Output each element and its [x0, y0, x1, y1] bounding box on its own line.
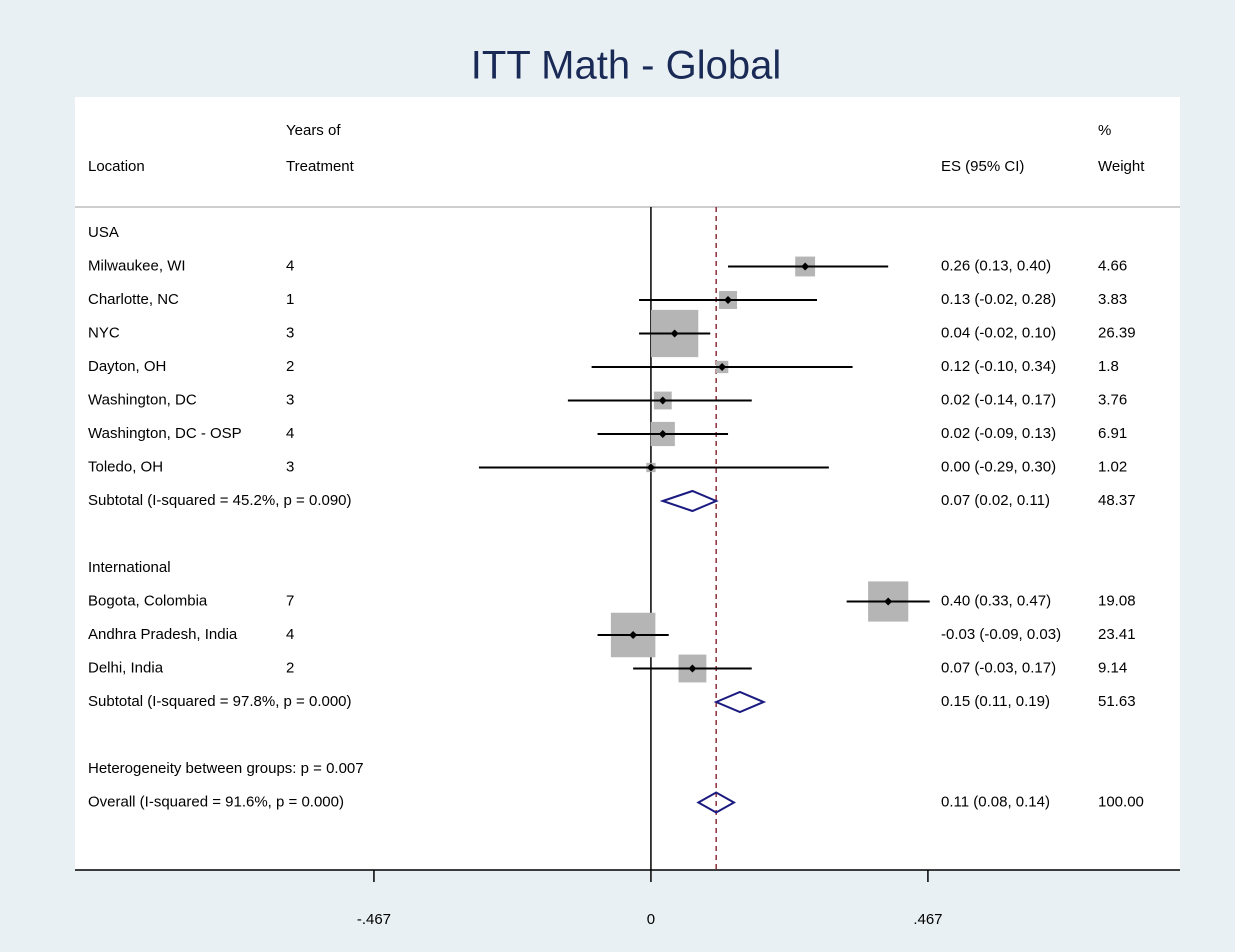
weight-label: 26.39 — [1098, 324, 1136, 341]
weight-label: 23.41 — [1098, 626, 1136, 643]
point-estimate — [801, 262, 810, 271]
point-estimate — [718, 363, 727, 371]
header-location: Location — [88, 158, 145, 175]
pooled-diamond — [659, 489, 719, 513]
weight-label: 51.63 — [1098, 693, 1136, 710]
location: Washington, DC — [88, 391, 197, 408]
header-weight: % — [1098, 122, 1111, 139]
subtotal-label: Subtotal (I-squared = 97.8%, p = 0.000) — [88, 693, 352, 710]
header-es: ES (95% CI) — [941, 158, 1024, 175]
header-weight: Weight — [1098, 158, 1145, 175]
location: Charlotte, NC — [88, 291, 179, 308]
es-label: 0.04 (-0.02, 0.10) — [941, 324, 1056, 341]
weight-label: 6.91 — [1098, 425, 1127, 442]
years: 3 — [286, 391, 294, 408]
location: Bogota, Colombia — [88, 592, 208, 609]
weight-label: 1.02 — [1098, 458, 1127, 475]
x-tick-label: .467 — [913, 911, 942, 928]
weight-label: 19.08 — [1098, 592, 1136, 609]
weight-label: 3.83 — [1098, 291, 1127, 308]
point-estimate — [670, 329, 679, 338]
x-tick-label: 0 — [647, 911, 655, 928]
point-estimate — [629, 631, 638, 639]
location: Delhi, India — [88, 659, 164, 676]
es-label: -0.03 (-0.09, 0.03) — [941, 626, 1061, 643]
weight-label: 3.76 — [1098, 391, 1127, 408]
weight-label: 9.14 — [1098, 659, 1127, 676]
pooled-diamond — [713, 690, 767, 714]
years: 3 — [286, 324, 294, 341]
group-name: USA — [88, 224, 119, 241]
years: 7 — [286, 592, 294, 609]
pooled-diamond — [696, 791, 737, 814]
years: 3 — [286, 458, 294, 475]
location: Dayton, OH — [88, 358, 166, 375]
point-estimate — [724, 296, 733, 304]
weight-label: 4.66 — [1098, 257, 1127, 274]
point-estimate — [658, 396, 667, 405]
location: Washington, DC - OSP — [88, 425, 242, 442]
es-label: 0.13 (-0.02, 0.28) — [941, 291, 1056, 308]
location: Milwaukee, WI — [88, 257, 186, 274]
es-label: 0.07 (0.02, 0.11) — [941, 492, 1050, 509]
es-label: 0.40 (0.33, 0.47) — [941, 592, 1051, 609]
years: 1 — [286, 291, 294, 308]
location: NYC — [88, 324, 120, 341]
es-label: 0.26 (0.13, 0.40) — [941, 257, 1051, 274]
es-label: 0.12 (-0.10, 0.34) — [941, 358, 1056, 375]
overall-label: Overall (I-squared = 91.6%, p = 0.000) — [88, 793, 344, 810]
location: Andhra Pradesh, India — [88, 626, 238, 643]
years: 2 — [286, 659, 294, 676]
group-name: International — [88, 559, 171, 576]
point-estimate — [646, 463, 655, 472]
years: 4 — [286, 257, 294, 274]
point-estimate — [658, 430, 667, 438]
es-label: 0.11 (0.08, 0.14) — [941, 793, 1050, 810]
years: 4 — [286, 626, 294, 643]
es-label: 0.02 (-0.09, 0.13) — [941, 425, 1056, 442]
plot-area — [75, 97, 1180, 870]
x-tick-label: -.467 — [357, 911, 391, 928]
header-years: Years of — [286, 122, 341, 139]
weight-label: 100.00 — [1098, 793, 1144, 810]
weight-label: 48.37 — [1098, 492, 1136, 509]
point-estimate — [688, 664, 697, 673]
es-label: 0.07 (-0.03, 0.17) — [941, 659, 1056, 676]
years: 2 — [286, 358, 294, 375]
es-label: 0.02 (-0.14, 0.17) — [941, 391, 1056, 408]
es-label: 0.00 (-0.29, 0.30) — [941, 458, 1056, 475]
header-years: Treatment — [286, 158, 355, 175]
chart-title: ITT Math - Global — [471, 44, 781, 88]
es-label: 0.15 (0.11, 0.19) — [941, 693, 1050, 710]
weight-label: 1.8 — [1098, 358, 1119, 375]
location: Toledo, OH — [88, 458, 163, 475]
point-estimate — [884, 597, 893, 606]
heterogeneity: Heterogeneity between groups: p = 0.007 — [88, 760, 364, 777]
years: 4 — [286, 425, 294, 442]
subtotal-label: Subtotal (I-squared = 45.2%, p = 0.090) — [88, 492, 352, 509]
